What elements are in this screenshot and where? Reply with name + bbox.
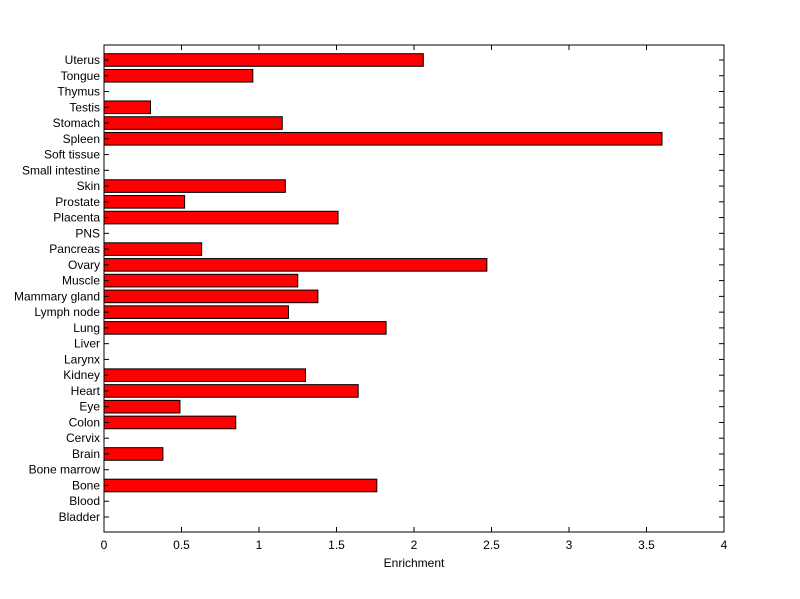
bar-stomach bbox=[103, 116, 283, 130]
y-tick-label-mammary-gland: Mammary gland bbox=[14, 289, 100, 303]
x-tick-label-6: 3 bbox=[566, 538, 573, 552]
y-tick-label-eye: Eye bbox=[79, 400, 100, 414]
y-tick-label-uterus: Uterus bbox=[65, 53, 100, 67]
y-tick-label-placenta: Placenta bbox=[53, 211, 100, 225]
y-tick-label-testis: Testis bbox=[69, 100, 100, 114]
y-tick-label-soft-tissue: Soft tissue bbox=[44, 148, 100, 162]
bar-kidney bbox=[103, 368, 306, 382]
x-tick-label-4: 2 bbox=[411, 538, 418, 552]
y-tick-label-bone-marrow: Bone marrow bbox=[29, 463, 101, 477]
bar-uterus bbox=[103, 53, 424, 67]
x-axis-label: Enrichment bbox=[384, 556, 445, 570]
y-tick-label-kidney: Kidney bbox=[63, 368, 100, 382]
bar-mammary-gland bbox=[103, 289, 319, 304]
y-tick-label-spleen: Spleen bbox=[63, 132, 100, 146]
y-tick-label-lung: Lung bbox=[73, 321, 100, 335]
y-tick-label-cervix: Cervix bbox=[66, 431, 100, 445]
y-tick-label-ovary: Ovary bbox=[68, 258, 100, 272]
plot-frame bbox=[103, 44, 725, 533]
bar-placenta bbox=[103, 210, 339, 225]
bar-lung bbox=[103, 321, 387, 335]
x-tick-label-1: 0.5 bbox=[173, 538, 190, 552]
y-tick-label-liver: Liver bbox=[74, 337, 100, 351]
y-tick-label-thymus: Thymus bbox=[57, 85, 100, 99]
y-tick-label-prostate: Prostate bbox=[55, 195, 100, 209]
bar-testis bbox=[103, 100, 151, 115]
x-tick-label-8: 4 bbox=[721, 538, 728, 552]
x-tick-label-7: 3.5 bbox=[638, 538, 655, 552]
y-tick-label-pns: PNS bbox=[75, 226, 100, 240]
y-tick-label-brain: Brain bbox=[72, 447, 100, 461]
bar-muscle bbox=[103, 273, 299, 288]
x-tick-label-2: 1 bbox=[256, 538, 263, 552]
y-tick-label-tongue: Tongue bbox=[61, 69, 101, 83]
y-tick-label-lymph-node: Lymph node bbox=[34, 305, 100, 319]
bar-prostate bbox=[103, 195, 186, 209]
bar-lymph-node bbox=[103, 305, 289, 319]
x-tick-label-0: 0 bbox=[101, 538, 108, 552]
bar-pancreas bbox=[103, 242, 203, 256]
y-tick-label-bladder: Bladder bbox=[59, 510, 100, 524]
y-tick-label-bone: Bone bbox=[72, 478, 100, 492]
bar-eye bbox=[103, 399, 181, 414]
y-tick-label-larynx: Larynx bbox=[64, 352, 100, 366]
bar-tongue bbox=[103, 68, 254, 83]
bar-skin bbox=[103, 179, 286, 193]
x-tick-labels: 0 0.5 1 1.5 2 2.5 3 3.5 4 bbox=[101, 538, 728, 552]
bar-colon bbox=[103, 415, 237, 430]
bar-bone bbox=[103, 478, 378, 493]
y-tick-label-skin: Skin bbox=[77, 179, 100, 193]
y-tick-label-heart: Heart bbox=[71, 384, 101, 398]
y-tick-label-colon: Colon bbox=[69, 415, 100, 429]
bar-heart bbox=[103, 384, 359, 398]
y-tick-label-stomach: Stomach bbox=[53, 116, 100, 130]
bar-spleen bbox=[103, 131, 663, 146]
x-tick-label-5: 2.5 bbox=[483, 538, 500, 552]
bar-ovary bbox=[103, 258, 488, 272]
y-tick-label-pancreas: Pancreas bbox=[49, 242, 100, 256]
bar-brain bbox=[103, 447, 164, 461]
y-tick-label-blood: Blood bbox=[69, 494, 100, 508]
x-tick-label-3: 1.5 bbox=[328, 538, 345, 552]
y-tick-label-small-intestine: Small intestine bbox=[22, 163, 100, 177]
y-tick-label-muscle: Muscle bbox=[62, 274, 100, 288]
